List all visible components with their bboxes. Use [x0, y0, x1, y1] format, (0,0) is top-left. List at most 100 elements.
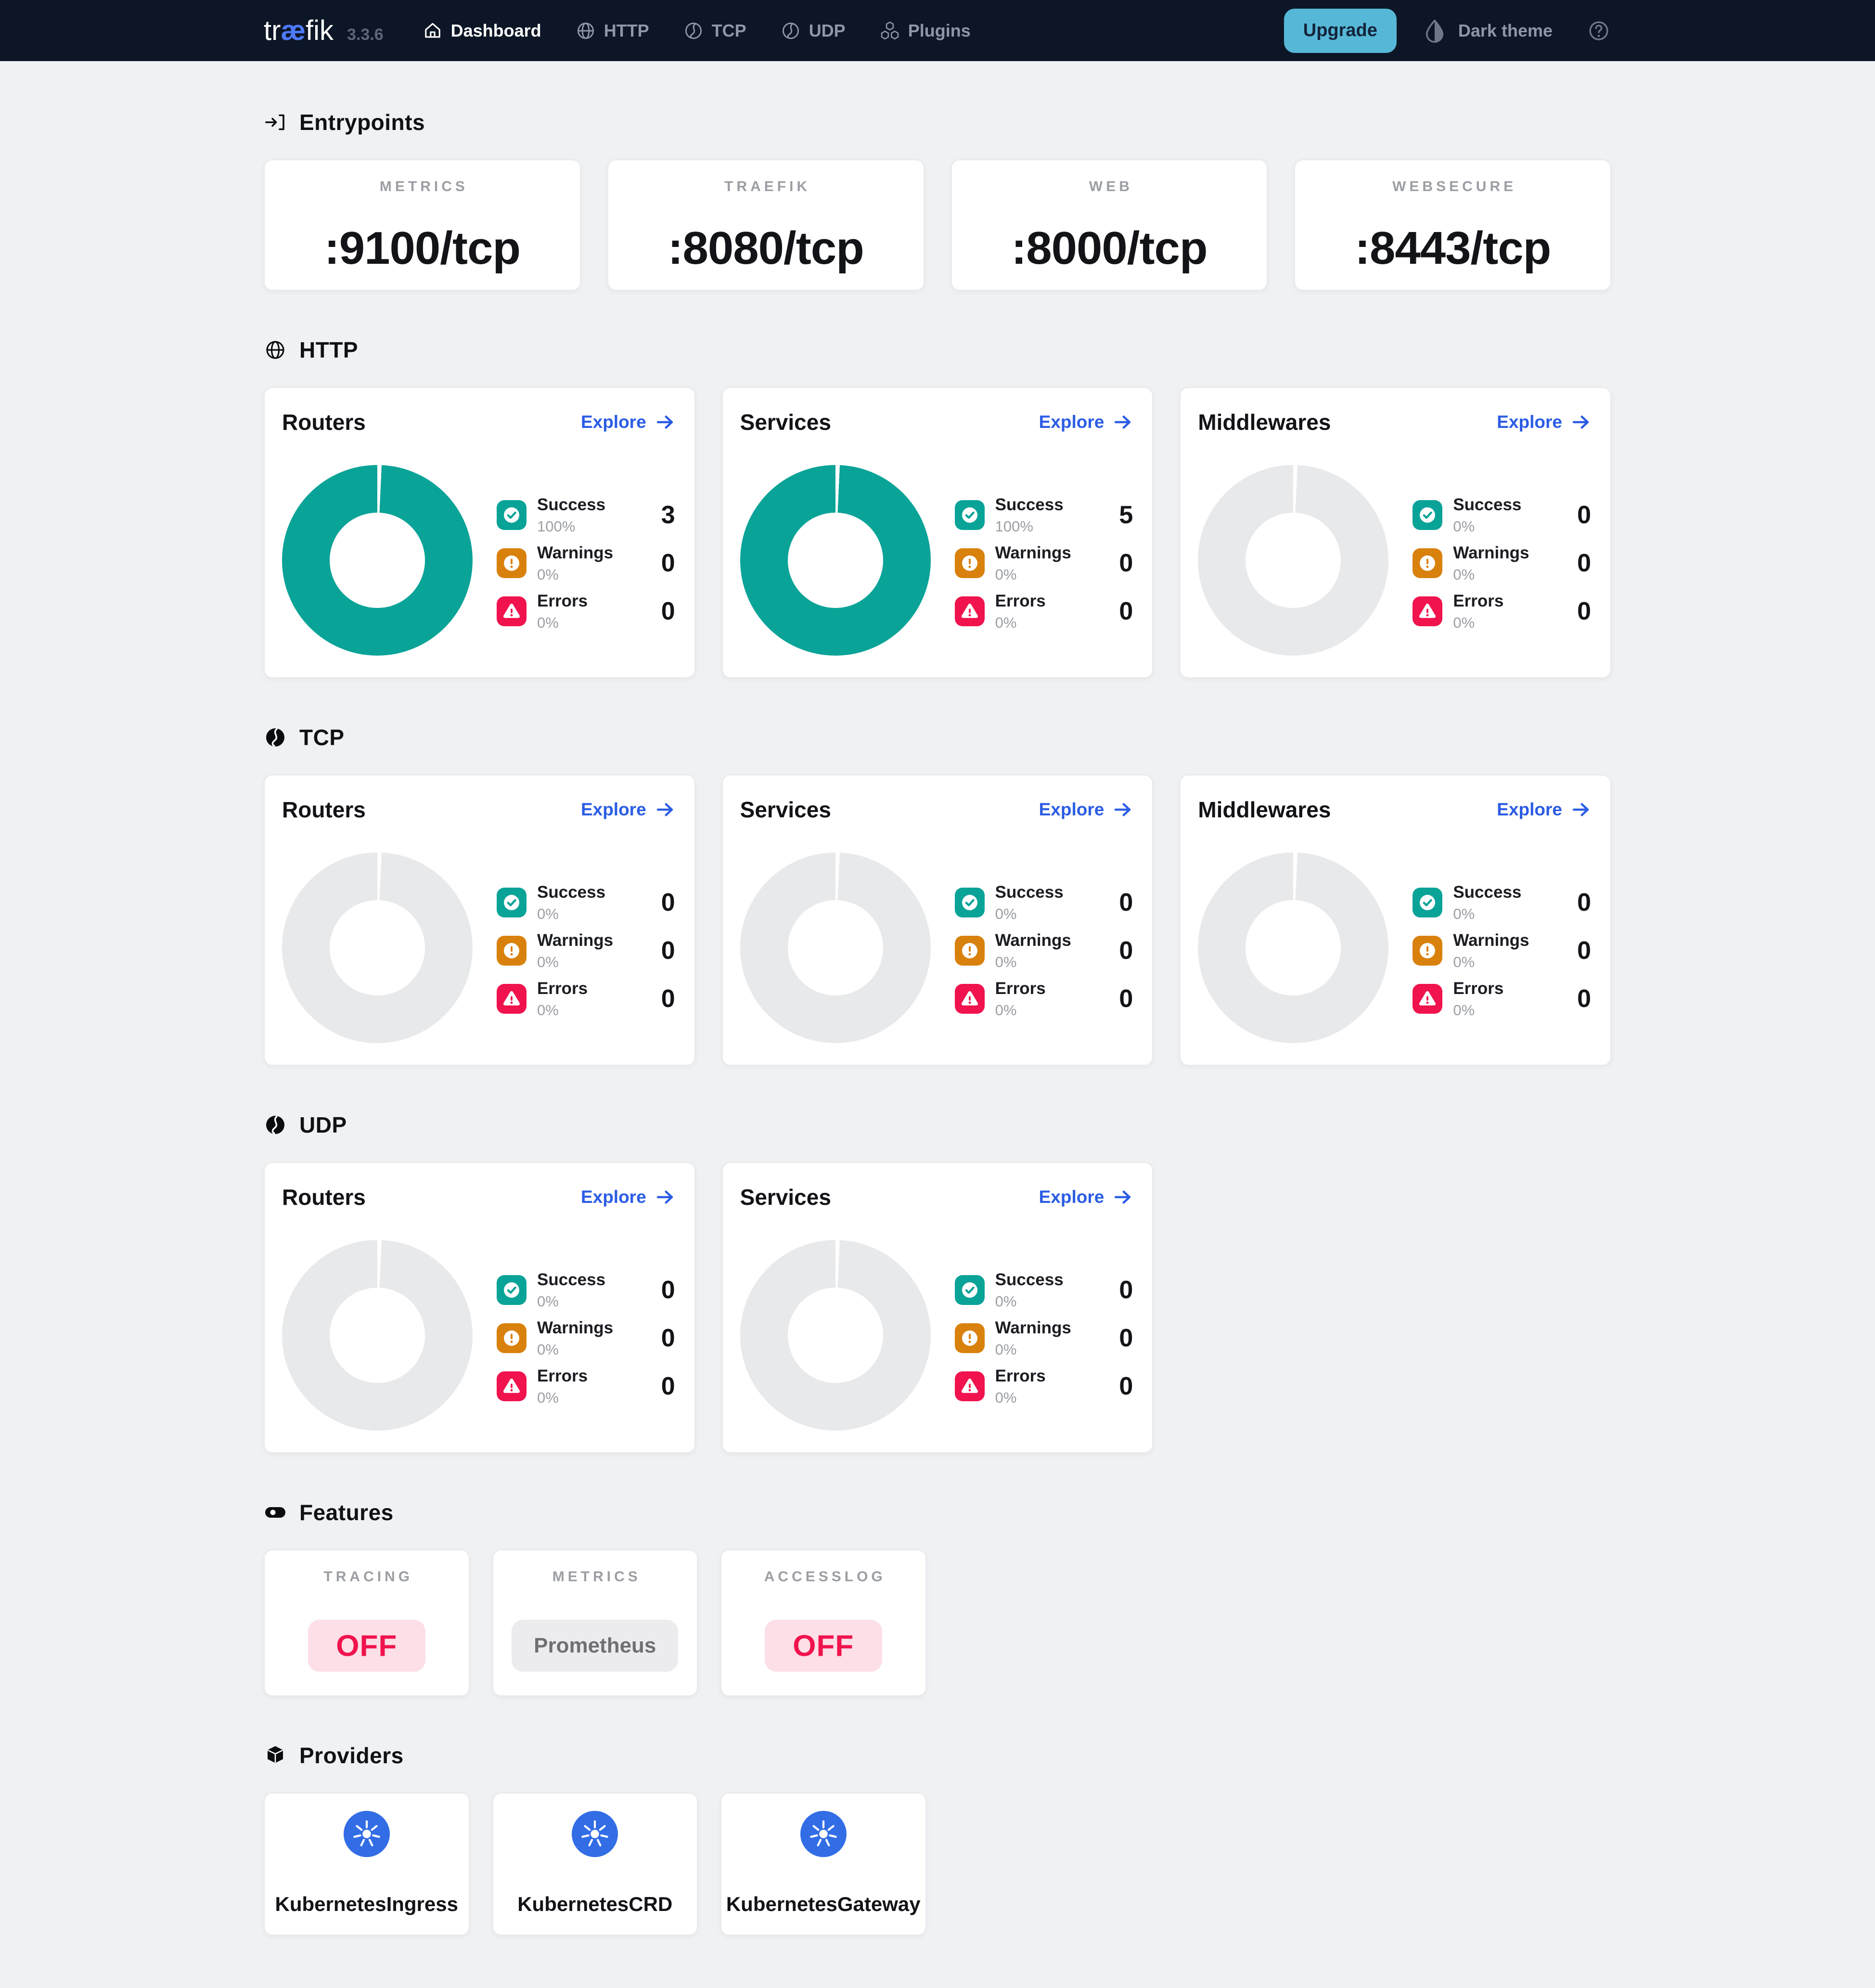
card-title: Services	[740, 1185, 831, 1210]
tcp-ball-icon	[264, 726, 287, 749]
success-stat-row: Success 0% 0	[1413, 878, 1591, 927]
stat-value: 0	[1119, 549, 1133, 577]
navbar-actions: Upgrade Dark theme	[1284, 8, 1611, 53]
explore-link[interactable]: Explore	[581, 412, 675, 432]
card-title: Services	[740, 410, 831, 435]
stat-value: 0	[661, 549, 675, 577]
warnings-stat-row: Warnings 0% 0	[497, 1314, 675, 1362]
explore-link[interactable]: Explore	[1039, 800, 1133, 820]
kubernetes-icon	[343, 1811, 390, 1857]
theme-toggle[interactable]: Dark theme	[1422, 18, 1553, 44]
status-donut-chart	[740, 465, 931, 656]
stat-percent: 0%	[995, 905, 1017, 922]
explore-label: Explore	[580, 1187, 646, 1207]
arrow-right-icon	[1113, 800, 1133, 820]
stat-percent: 100%	[537, 517, 576, 535]
status-donut-chart	[1198, 852, 1389, 1043]
stat-percent: 0%	[537, 1001, 559, 1019]
stat-label: Success	[1453, 495, 1522, 514]
upgrade-button[interactable]: Upgrade	[1284, 8, 1397, 53]
explore-link[interactable]: Explore	[1039, 412, 1133, 432]
contrast-icon	[1422, 18, 1448, 44]
entrypoint-card-web: WEB :8000/tcp	[950, 159, 1268, 291]
success-icon	[497, 1275, 527, 1305]
explore-link[interactable]: Explore	[1497, 412, 1591, 432]
section-title-http: HTTP	[299, 337, 359, 362]
feature-status-badge: Prometheus	[512, 1620, 679, 1672]
stat-percent: 0%	[537, 1292, 559, 1310]
success-icon	[954, 1275, 985, 1305]
errors-stat-row: Errors 0% 0	[497, 587, 675, 635]
stat-percent: 0%	[1453, 905, 1475, 922]
card-title: Routers	[282, 797, 366, 822]
stat-percent: 0%	[537, 566, 559, 583]
card-title: Middlewares	[1198, 410, 1331, 435]
explore-link[interactable]: Explore	[581, 800, 675, 820]
feature-label: ACCESSLOG	[764, 1569, 886, 1585]
udp-ball-icon	[780, 20, 801, 41]
status-donut-chart	[740, 1240, 931, 1431]
help-icon[interactable]	[1586, 18, 1611, 43]
http-middlewares-card: Middlewares Explore Success 0% 0	[1180, 387, 1611, 678]
udp-routers-card: Routers Explore Success 0% 0	[264, 1162, 695, 1453]
success-stat-row: Success 100% 3	[497, 491, 675, 539]
feature-card-accesslog: ACCESSLOG OFF	[720, 1549, 926, 1696]
tcp-middlewares-card: Middlewares Explore Success 0% 0	[1180, 775, 1611, 1066]
success-icon	[954, 500, 985, 530]
stat-label: Warnings	[537, 930, 614, 950]
stat-label: Errors	[1453, 591, 1504, 610]
kubernetes-icon	[800, 1811, 847, 1857]
success-stat-row: Success 0% 0	[497, 1266, 675, 1314]
status-donut-chart	[1198, 465, 1389, 656]
provider-name: KubernetesGateway	[726, 1893, 921, 1915]
explore-link[interactable]: Explore	[581, 1187, 675, 1207]
brand: træfik 3.3.6	[264, 14, 384, 47]
arrow-right-icon	[655, 1187, 675, 1207]
stat-percent: 0%	[1453, 1001, 1475, 1019]
feature-status-badge: OFF	[764, 1620, 882, 1672]
stat-percent: 0%	[1453, 566, 1475, 583]
card-title: Services	[740, 797, 831, 822]
tcp-ball-icon	[683, 20, 704, 41]
stat-label: Warnings	[1453, 543, 1529, 562]
status-donut-chart	[282, 852, 473, 1043]
stat-percent: 0%	[995, 1389, 1017, 1406]
stat-percent: 0%	[1453, 953, 1475, 970]
stat-value: 0	[1577, 549, 1591, 577]
error-icon	[497, 1371, 527, 1401]
provider-card-kubernetesingress: KubernetesIngress	[264, 1793, 470, 1936]
stat-label: Success	[537, 882, 606, 902]
card-title: Middlewares	[1198, 797, 1331, 822]
main-nav: Dashboard HTTP TCP UDP Plugins	[422, 20, 971, 41]
explore-label: Explore	[1039, 412, 1104, 432]
stat-label: Errors	[1453, 979, 1504, 998]
entrypoint-port: :8080/tcp	[668, 222, 864, 274]
nav-item-plugins[interactable]: Plugins	[879, 20, 971, 41]
warning-icon	[497, 548, 527, 578]
error-icon	[497, 984, 527, 1014]
provider-name: KubernetesCRD	[517, 1893, 673, 1915]
explore-link[interactable]: Explore	[1039, 1187, 1133, 1207]
stat-label: Warnings	[995, 1318, 1071, 1337]
udp-services-card: Services Explore Success 0% 0	[721, 1162, 1154, 1453]
success-icon	[954, 888, 985, 917]
entrypoint-label: WEB	[1089, 179, 1133, 194]
nav-item-http[interactable]: HTTP	[575, 20, 649, 41]
status-stats: Success 0% 0 Warnings 0% 0 Err	[954, 878, 1133, 1043]
warnings-stat-row: Warnings 0% 0	[954, 539, 1133, 587]
stat-percent: 0%	[537, 953, 559, 970]
explore-link[interactable]: Explore	[1497, 800, 1591, 820]
nav-item-udp[interactable]: UDP	[780, 20, 846, 41]
section-title-features: Features	[299, 1500, 394, 1525]
warnings-stat-row: Warnings 0% 0	[497, 927, 675, 975]
nav-item-dashboard[interactable]: Dashboard	[422, 20, 541, 41]
status-stats: Success 0% 0 Warnings 0% 0 Err	[954, 1266, 1133, 1431]
error-icon	[1413, 984, 1443, 1014]
stat-value: 0	[1577, 937, 1591, 965]
stat-label: Errors	[537, 591, 588, 610]
plugins-cubes-icon	[879, 20, 900, 41]
stat-value: 0	[661, 1372, 675, 1400]
nav-item-tcp[interactable]: TCP	[683, 20, 746, 41]
globe-icon	[264, 338, 287, 361]
stat-label: Warnings	[1453, 930, 1529, 950]
